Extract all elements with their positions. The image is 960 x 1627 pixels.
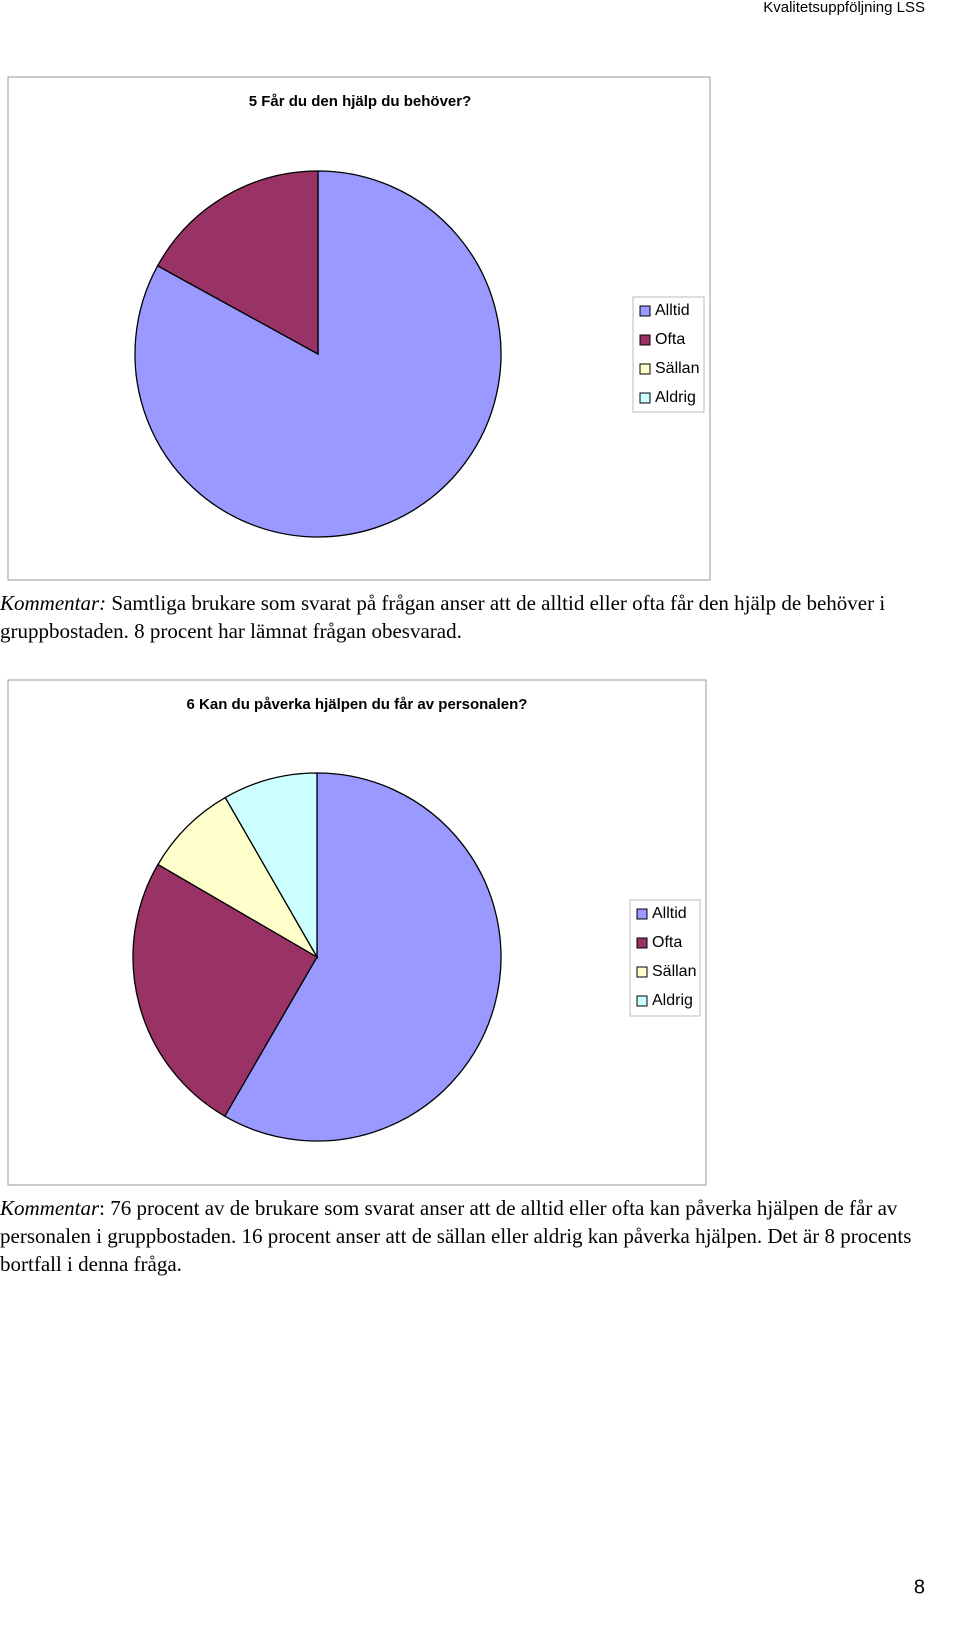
pie-slice xyxy=(156,170,319,356)
pie-slice xyxy=(157,796,319,959)
legend-swatch xyxy=(639,305,651,317)
legend-swatch xyxy=(636,908,648,920)
legend-swatch xyxy=(636,995,648,1007)
header: Kvalitetsuppföljning LSS xyxy=(763,0,925,16)
legend-swatch xyxy=(639,334,651,346)
legend-label: Alltid xyxy=(652,905,687,922)
legend-swatch xyxy=(639,363,651,375)
page-number: 8 xyxy=(914,1576,925,1598)
legend-swatch xyxy=(636,966,648,978)
pie-slice xyxy=(223,772,502,1142)
legend-label: Aldrig xyxy=(655,389,696,406)
legend-label: Sällan xyxy=(652,963,696,980)
comment-label: Kommentar: xyxy=(0,591,107,615)
comment-label: Kommentar xyxy=(0,1196,100,1220)
legend-label: Sällan xyxy=(655,360,699,377)
comment: Kommentar: 76 procent av de brukare som … xyxy=(0,1194,922,1278)
comment: Kommentar: Samtliga brukare som svarat p… xyxy=(0,589,922,645)
comment-text: Samtliga brukare som svarat på frågan an… xyxy=(0,591,886,643)
chart-title: 5 Får du den hjälp du behöver? xyxy=(249,93,472,110)
legend-label: Ofta xyxy=(652,934,682,951)
legend-swatch xyxy=(636,937,648,949)
legend-swatch xyxy=(639,392,651,404)
legend-label: Alltid xyxy=(655,302,690,319)
legend-label: Aldrig xyxy=(652,992,693,1009)
comment-text: : 76 procent av de brukare som svarat an… xyxy=(0,1196,912,1276)
chart-title: 6 Kan du påverka hjälpen du får av perso… xyxy=(187,696,528,713)
pie-slice xyxy=(224,772,318,960)
legend-label: Ofta xyxy=(655,331,685,348)
pie-slice xyxy=(132,863,318,1118)
